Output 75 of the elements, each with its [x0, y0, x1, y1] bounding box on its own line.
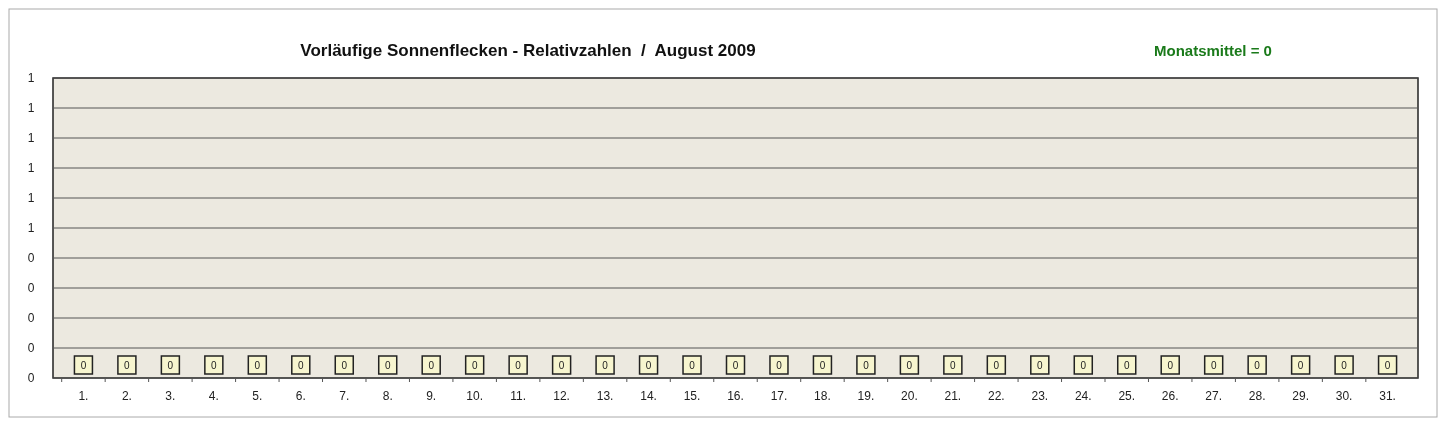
data-label: 0 — [819, 359, 826, 371]
x-tick-label: 17. — [770, 389, 788, 403]
x-tick-label: 1. — [78, 389, 89, 403]
data-label: 0 — [1037, 359, 1044, 371]
x-tick-label: 13. — [596, 389, 614, 403]
data-label: 0 — [950, 359, 957, 371]
y-tick-label: 1 — [27, 131, 35, 146]
x-tick-label: 22. — [987, 389, 1005, 403]
y-tick-label: 1 — [27, 101, 35, 116]
x-tick-label: 12. — [553, 389, 570, 403]
data-label: 0 — [1297, 359, 1304, 371]
x-tick-label: 31. — [1379, 389, 1396, 403]
data-label: 0 — [906, 359, 913, 371]
y-tick-label: 0 — [27, 341, 35, 356]
data-label: 0 — [993, 359, 1000, 371]
data-label: 0 — [1080, 359, 1087, 371]
y-tick-label: 1 — [27, 191, 35, 206]
data-label: 0 — [1167, 359, 1174, 371]
data-label: 0 — [515, 359, 522, 371]
x-tick-label: 11. — [510, 389, 527, 403]
x-tick-label: 14. — [640, 389, 657, 403]
data-label: 0 — [1384, 359, 1391, 371]
x-tick-label: 9. — [426, 389, 437, 403]
x-tick-label: 4. — [208, 389, 219, 403]
y-tick-label: 0 — [27, 311, 35, 326]
x-tick-label: 30. — [1335, 389, 1353, 403]
x-tick-label: 19. — [857, 389, 875, 403]
data-label: 0 — [341, 359, 348, 371]
x-tick-label: 25. — [1118, 389, 1136, 403]
data-label: 0 — [254, 359, 261, 371]
y-tick-label: 0 — [27, 281, 35, 296]
data-label: 0 — [558, 359, 565, 371]
x-tick-label: 21. — [944, 389, 962, 403]
data-label: 0 — [428, 359, 435, 371]
data-label: 0 — [167, 359, 174, 371]
y-tick-label: 1 — [27, 221, 35, 236]
x-tick-label: 7. — [339, 389, 350, 403]
x-tick-label: 15. — [683, 389, 701, 403]
x-tick-label: 18. — [814, 389, 831, 403]
data-label: 0 — [124, 359, 131, 371]
x-tick-label: 20. — [901, 389, 918, 403]
x-tick-label: 24. — [1074, 389, 1092, 403]
data-label: 0 — [689, 359, 696, 371]
x-tick-label: 6. — [295, 389, 306, 403]
x-tick-label: 27. — [1205, 389, 1223, 403]
data-label: 0 — [602, 359, 609, 371]
x-tick-label: 28. — [1248, 389, 1266, 403]
data-label: 0 — [298, 359, 305, 371]
x-tick-label: 8. — [382, 389, 393, 403]
y-tick-label: 1 — [27, 71, 35, 86]
x-tick-label: 26. — [1161, 389, 1179, 403]
data-label: 0 — [471, 359, 478, 371]
x-tick-label: 23. — [1031, 389, 1049, 403]
y-tick-label: 1 — [27, 161, 35, 176]
chart-title: Vorläufige Sonnenflecken - Relativzahlen / August 2009 — [300, 41, 756, 60]
data-label: 0 — [1210, 359, 1217, 371]
x-tick-label: 3. — [165, 389, 176, 403]
data-label: 0 — [863, 359, 870, 371]
x-tick-label: 29. — [1292, 389, 1309, 403]
data-label: 0 — [732, 359, 739, 371]
data-label: 0 — [776, 359, 783, 371]
x-tick-label: 5. — [252, 389, 263, 403]
data-label: 0 — [645, 359, 652, 371]
data-label: 0 — [384, 359, 391, 371]
y-tick-label: 0 — [27, 371, 35, 386]
data-label: 0 — [1254, 359, 1261, 371]
text: Monatsmittel = 0 — [1154, 42, 1272, 59]
data-label: 0 — [1123, 359, 1130, 371]
x-tick-label: 16. — [727, 389, 744, 403]
data-label: 0 — [211, 359, 218, 371]
x-tick-label: 10. — [466, 389, 484, 403]
data-label: 0 — [1341, 359, 1348, 371]
x-tick-label: 2. — [121, 389, 132, 403]
y-tick-label: 0 — [27, 251, 35, 266]
data-label: 0 — [80, 359, 87, 371]
